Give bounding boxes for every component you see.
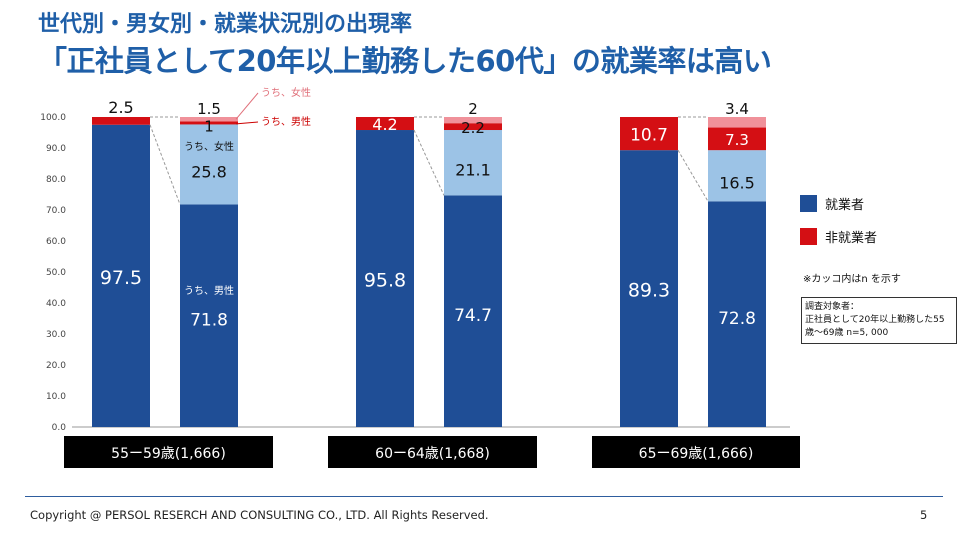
bar-male-employed <box>180 204 238 427</box>
bar-male-nonemployed <box>708 127 766 151</box>
data-label-male-employed: 72.8 <box>718 309 756 329</box>
bar-female-employed <box>180 124 238 205</box>
category-label: 55ー59歳(1,666) <box>111 446 226 462</box>
y-tick-label: 20.0 <box>46 361 66 371</box>
legend-employed: 就業者 <box>800 194 864 213</box>
y-tick-label: 10.0 <box>46 392 66 402</box>
bar-female-nonemployed <box>708 117 766 128</box>
page-subtitle: 世代別・男女別・就業状況別の出現率 <box>38 12 413 37</box>
data-label-male-nonemployed: 2.2 <box>461 119 485 137</box>
data-label-male-employed: 74.7 <box>454 306 492 326</box>
category-box <box>328 436 537 468</box>
legend-label-nonemployed: 非就業者 <box>825 231 878 246</box>
data-label-female-employed: 25.8 <box>191 162 227 181</box>
data-label-total-nonemployed: 4.2 <box>372 115 397 134</box>
category-box <box>592 436 800 468</box>
y-tick-label: 30.0 <box>46 330 66 340</box>
bar-total-nonemployed <box>356 117 414 131</box>
bar-total-employed <box>620 150 678 428</box>
connector-line <box>677 149 709 202</box>
data-label-female-employed: 21.1 <box>455 161 491 180</box>
annotation-female-nonemployed: うち、女性 <box>261 86 311 99</box>
category-label: 60ー64歳(1,668) <box>375 446 490 462</box>
data-label-male-nonemployed: 7.3 <box>725 131 749 149</box>
footer-divider <box>25 496 943 497</box>
survey-body: 正社員として20年以上勤務した55歳～69歳 n=5, 000 <box>805 315 945 338</box>
data-label-male-nonemployed: 1 <box>204 117 214 135</box>
annotation-female-employed: うち、女性 <box>184 140 234 153</box>
data-label-total-employed: 95.8 <box>364 270 406 292</box>
data-label-total-nonemployed: 10.7 <box>630 126 668 146</box>
connector-line <box>149 124 181 205</box>
data-label-female-nonemployed: 1.5 <box>197 100 221 118</box>
annotation-male-employed: うち、男性 <box>184 284 234 297</box>
survey-label: 調査対象者： <box>805 302 860 312</box>
y-tick-label: 50.0 <box>46 268 66 278</box>
bar-male-nonemployed <box>180 121 238 125</box>
data-label-total-nonemployed: 2.5 <box>108 98 133 117</box>
copyright-text: Copyright @ PERSOL RESERCH AND CONSULTIN… <box>30 508 489 522</box>
annotation-pointer <box>235 92 259 120</box>
y-tick-label: 60.0 <box>46 237 66 247</box>
legend-swatch-nonemployed <box>800 228 817 245</box>
page-title: 「正社員として20年以上勤務した60代」の就業率は高い <box>38 44 772 78</box>
bar-total-employed <box>356 130 414 427</box>
legend-label-employed: 就業者 <box>825 198 865 213</box>
bar-male-employed <box>444 195 502 427</box>
y-tick-label: 0.0 <box>52 423 67 433</box>
y-tick-label: 100.0 <box>40 113 66 123</box>
bar-total-employed <box>92 124 150 427</box>
data-label-total-employed: 89.3 <box>628 280 670 302</box>
y-tick-label: 40.0 <box>46 299 66 309</box>
data-label-female-nonemployed: 2 <box>468 100 478 118</box>
category-box <box>64 436 273 468</box>
bar-male-nonemployed <box>444 123 502 131</box>
legend-nonemployed: 非就業者 <box>800 227 877 246</box>
bar-female-employed <box>708 150 766 202</box>
bar-total-nonemployed <box>620 117 678 151</box>
data-label-male-employed: 71.8 <box>190 311 228 331</box>
legend-swatch-employed <box>800 195 817 212</box>
bar-female-nonemployed <box>444 117 502 124</box>
annotation-male-nonemployed: うち、男性 <box>261 115 311 128</box>
note-text: ※カッコ内はn を示す <box>803 274 901 285</box>
data-label-female-nonemployed: 3.4 <box>725 100 749 118</box>
category-label: 65ー69歳(1,666) <box>639 446 754 462</box>
bar-total-nonemployed <box>92 117 150 125</box>
data-label-total-employed: 97.5 <box>100 267 142 289</box>
bar-female-nonemployed <box>180 117 238 122</box>
bar-female-employed <box>444 130 502 196</box>
y-tick-label: 70.0 <box>46 206 66 216</box>
survey-box: 調査対象者： 正社員として20年以上勤務した55歳～69歳 n=5, 000 <box>801 297 957 344</box>
connector-line <box>413 129 445 196</box>
y-tick-label: 80.0 <box>46 175 66 185</box>
annotation-pointer <box>235 121 259 125</box>
y-tick-label: 90.0 <box>46 144 66 154</box>
bar-male-employed <box>708 201 766 427</box>
data-label-female-employed: 16.5 <box>719 174 755 193</box>
page-number: 5 <box>920 508 928 522</box>
